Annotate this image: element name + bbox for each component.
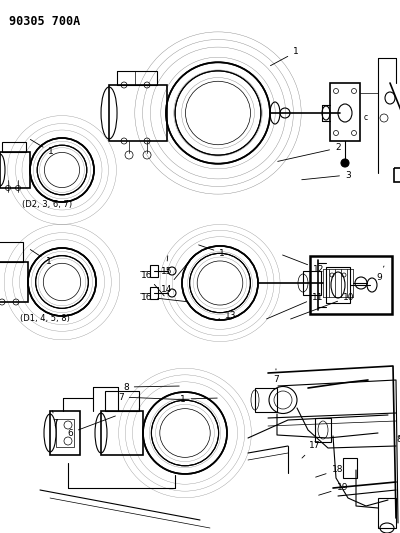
Text: 1: 1 [270,47,299,66]
Text: (D1, 4, 5, 8): (D1, 4, 5, 8) [20,313,70,322]
Text: 1: 1 [199,245,225,257]
Bar [2,142,26,152]
Bar [330,83,360,141]
Text: 90305 700A: 90305 700A [9,15,80,28]
Text: 12: 12 [282,255,324,273]
Bar [343,458,357,478]
Text: 17: 17 [302,441,320,458]
Text: 3: 3 [302,171,351,180]
Bar [109,85,167,141]
Text: (D2, 3, 6, 7): (D2, 3, 6, 7) [22,199,72,208]
Text: 15: 15 [160,256,172,276]
Text: 1: 1 [180,394,217,403]
Bar [0,242,23,262]
Bar [0,262,28,302]
Text: 14: 14 [161,255,194,294]
Bar [117,71,157,85]
Text: 6: 6 [67,416,116,438]
Text: 2: 2 [278,143,341,161]
Bar [394,168,400,182]
Bar [315,418,331,442]
Text: 16: 16 [140,271,164,296]
Bar [0,152,30,188]
Text: 8: 8 [396,435,400,445]
Text: 4: 4 [0,532,1,533]
Text: 1: 1 [30,140,54,157]
Text: 19: 19 [319,483,348,495]
Bar [105,391,139,411]
Text: 16: 16 [140,293,187,302]
Bar [378,498,396,528]
Bar [117,71,135,85]
Bar [150,287,158,299]
Text: c: c [364,114,368,123]
Text: 7: 7 [52,411,58,427]
Text: 13: 13 [219,311,236,319]
Bar [56,419,74,447]
Bar [50,411,80,455]
Bar [150,265,158,277]
Text: 7: 7 [273,369,279,384]
Ellipse shape [341,159,349,167]
Bar [255,388,277,412]
Text: 18: 18 [316,465,343,477]
Text: 9: 9 [376,266,384,281]
Text: 1: 1 [30,249,52,266]
Text: 8: 8 [123,383,179,392]
Text: 10: 10 [290,293,354,319]
Bar [310,256,392,314]
Text: 11: 11 [266,293,324,319]
Bar [101,411,143,455]
Bar [326,267,350,303]
Bar [303,271,321,295]
Text: 7: 7 [118,392,189,401]
Text: 5: 5 [0,532,1,533]
